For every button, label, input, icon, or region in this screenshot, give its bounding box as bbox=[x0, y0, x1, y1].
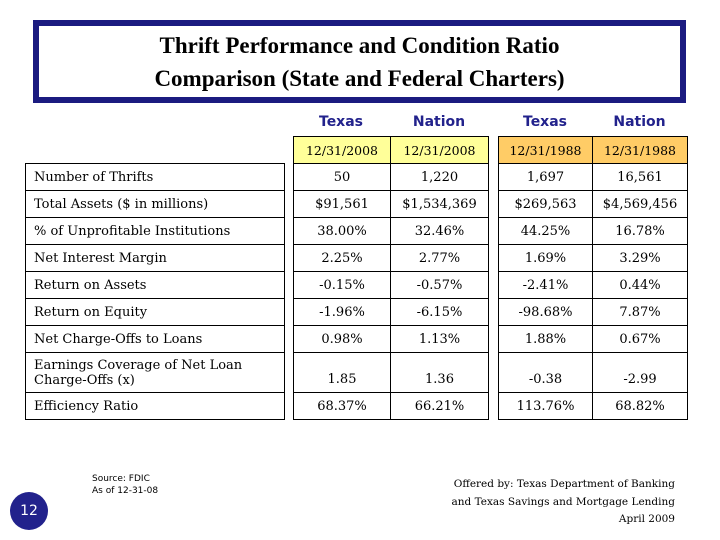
value-cell: 0.67% bbox=[619, 331, 661, 347]
table-group-1988: 12/31/1988 12/31/1988 1,697 16,561 $269,… bbox=[498, 136, 688, 420]
value-cell: 16,561 bbox=[617, 169, 663, 185]
table-row: 1,697 16,561 bbox=[499, 164, 687, 191]
value-cell: 7.87% bbox=[619, 304, 661, 320]
value-cell: 1.36 bbox=[425, 372, 454, 387]
row-label: Return on Assets bbox=[26, 272, 284, 299]
value-cell: 1.85 bbox=[294, 353, 391, 392]
slide-title-line2: Comparison (State and Federal Charters) bbox=[154, 66, 565, 91]
table-row: 1.88% 0.67% bbox=[499, 326, 687, 353]
value-cell: -0.57% bbox=[416, 277, 463, 293]
row-label: % of Unprofitable Institutions bbox=[26, 218, 284, 245]
source-line1: Source: FDIC bbox=[92, 474, 150, 484]
table-row: $91,561 $1,534,369 bbox=[294, 191, 488, 218]
row-labels-column: Number of Thrifts Total Assets ($ in mil… bbox=[25, 163, 285, 420]
value-cell: $269,563 bbox=[499, 191, 593, 217]
table-row: 1.69% 3.29% bbox=[499, 245, 687, 272]
value-cell: 44.25% bbox=[499, 218, 593, 244]
column-header-texas-2008: Texas bbox=[319, 114, 363, 130]
table-row: 50 1,220 bbox=[294, 164, 488, 191]
table-row: 1.85 1.36 bbox=[294, 353, 488, 393]
table-row: 0.98% 1.13% bbox=[294, 326, 488, 353]
value-cell: 38.00% bbox=[294, 218, 391, 244]
table-row: 12/31/2008 12/31/2008 bbox=[294, 137, 488, 164]
value-cell: -6.15% bbox=[416, 304, 463, 320]
value-cell: 3.29% bbox=[619, 250, 661, 266]
table-row: -0.15% -0.57% bbox=[294, 272, 488, 299]
value-cell: -0.15% bbox=[294, 272, 391, 298]
row-label: Earnings Coverage of Net Loan Charge-Off… bbox=[26, 353, 284, 393]
date-cell: 12/31/1988 bbox=[593, 137, 687, 163]
column-header-texas-1988: Texas bbox=[523, 114, 567, 130]
value-cell: $1,534,369 bbox=[402, 196, 477, 212]
value-cell: 1.69% bbox=[499, 245, 593, 271]
source-note: Source: FDIC As of 12-31-08 bbox=[92, 474, 158, 497]
value-cell: 2.25% bbox=[294, 245, 391, 271]
row-label: Net Charge-Offs to Loans bbox=[26, 326, 284, 353]
table-row: 12/31/1988 12/31/1988 bbox=[499, 137, 687, 164]
column-header-nation-1988: Nation bbox=[613, 114, 666, 130]
value-cell: $4,569,456 bbox=[602, 196, 678, 212]
table-row: 2.25% 2.77% bbox=[294, 245, 488, 272]
value-cell: -2.41% bbox=[499, 272, 593, 298]
value-cell: 1.88% bbox=[499, 326, 593, 352]
table-row: $269,563 $4,569,456 bbox=[499, 191, 687, 218]
credit-line2: and Texas Savings and Mortgage Lending bbox=[451, 495, 675, 508]
value-cell: 68.82% bbox=[615, 398, 665, 414]
value-cell: 113.76% bbox=[499, 393, 593, 419]
value-cell: 32.46% bbox=[414, 223, 465, 239]
table-row: 44.25% 16.78% bbox=[499, 218, 687, 245]
row-label: Total Assets ($ in millions) bbox=[26, 191, 284, 218]
title-box: Thrift Performance and Condition Ratio C… bbox=[33, 20, 686, 103]
value-cell: -0.38 bbox=[499, 353, 593, 392]
table-row: -1.96% -6.15% bbox=[294, 299, 488, 326]
value-cell: -2.99 bbox=[623, 372, 657, 387]
table-row: -98.68% 7.87% bbox=[499, 299, 687, 326]
row-label: Efficiency Ratio bbox=[34, 398, 139, 414]
value-cell: -1.96% bbox=[294, 299, 391, 325]
page-number-badge: 12 bbox=[10, 492, 48, 530]
value-cell: 16.78% bbox=[615, 223, 665, 239]
table-row: 113.76% 68.82% bbox=[499, 393, 687, 419]
value-cell: 66.21% bbox=[414, 398, 465, 414]
value-cell: 1.13% bbox=[418, 331, 461, 347]
value-cell: 50 bbox=[294, 164, 391, 190]
value-cell: 0.98% bbox=[294, 326, 391, 352]
value-cell: 1,697 bbox=[499, 164, 593, 190]
date-cell: 12/31/2008 bbox=[294, 137, 391, 163]
value-cell: 2.77% bbox=[418, 250, 461, 266]
credit-line3: April 2009 bbox=[618, 513, 675, 525]
date-cell: 12/31/2008 bbox=[391, 137, 488, 163]
table-group-2008: 12/31/2008 12/31/2008 50 1,220 $91,561 $… bbox=[293, 136, 489, 420]
value-cell: $91,561 bbox=[294, 191, 391, 217]
slide-title-line1: Thrift Performance and Condition Ratio bbox=[159, 33, 560, 58]
page-number: 12 bbox=[20, 503, 38, 519]
value-cell: 1,220 bbox=[420, 169, 459, 185]
table-row: 68.37% 66.21% bbox=[294, 393, 488, 419]
value-cell: -98.68% bbox=[499, 299, 593, 325]
row-label: Net Interest Margin bbox=[26, 245, 284, 272]
table-row: -0.38 -2.99 bbox=[499, 353, 687, 393]
credit-line1: Offered by: Texas Department of Banking bbox=[453, 478, 675, 490]
column-header-nation-2008: Nation bbox=[412, 114, 466, 130]
source-line2: As of 12-31-08 bbox=[92, 485, 159, 496]
credit-note: Offered by: Texas Department of Banking … bbox=[355, 476, 675, 529]
row-label: Return on Equity bbox=[26, 299, 284, 326]
value-cell: 0.44% bbox=[619, 277, 661, 293]
date-cell: 12/31/1988 bbox=[499, 137, 593, 163]
row-label: Number of Thrifts bbox=[26, 164, 284, 191]
table-row: -2.41% 0.44% bbox=[499, 272, 687, 299]
value-cell: 68.37% bbox=[294, 393, 391, 419]
table-row: 38.00% 32.46% bbox=[294, 218, 488, 245]
